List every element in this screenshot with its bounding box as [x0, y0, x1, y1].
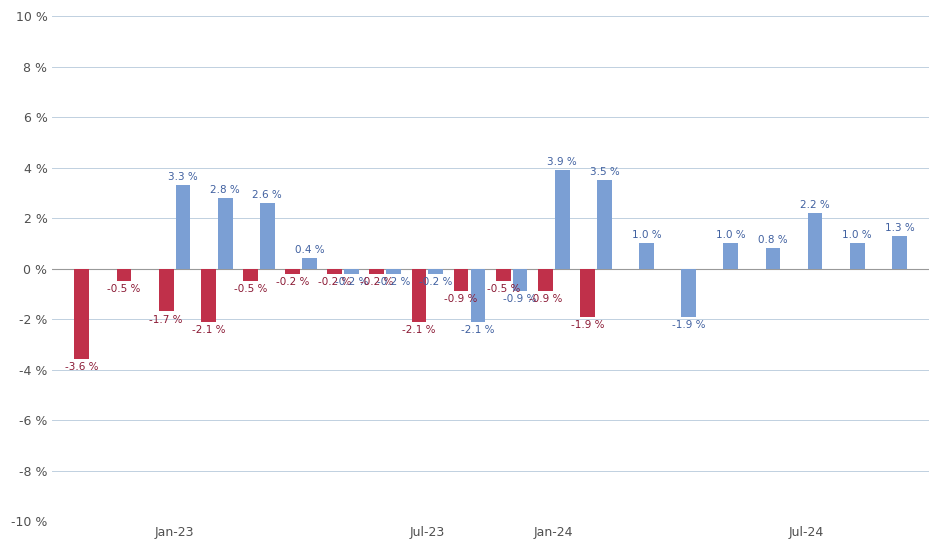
Bar — [807, 213, 822, 268]
Text: 2.8 %: 2.8 % — [211, 185, 240, 195]
Bar — [454, 268, 468, 292]
Bar — [580, 268, 595, 317]
Text: -1.9 %: -1.9 % — [571, 320, 604, 329]
Text: -0.2 %: -0.2 % — [377, 277, 411, 287]
Bar — [538, 268, 553, 292]
Text: -0.2 %: -0.2 % — [360, 277, 394, 287]
Text: -1.7 %: -1.7 % — [149, 315, 183, 324]
Text: -0.5 %: -0.5 % — [234, 284, 267, 294]
Bar — [639, 243, 654, 268]
Text: 1.0 %: 1.0 % — [632, 230, 662, 240]
Text: -0.2 %: -0.2 % — [335, 277, 368, 287]
Text: -0.9 %: -0.9 % — [528, 294, 562, 304]
Text: 1.0 %: 1.0 % — [842, 230, 872, 240]
Bar — [259, 203, 274, 268]
Bar — [159, 268, 174, 311]
Text: 3.9 %: 3.9 % — [547, 157, 577, 167]
Bar — [176, 185, 191, 268]
Text: 0.4 %: 0.4 % — [294, 245, 324, 255]
Bar — [117, 268, 132, 281]
Text: 3.3 %: 3.3 % — [168, 172, 197, 182]
Bar — [496, 268, 510, 281]
Bar — [369, 268, 384, 273]
Bar — [74, 268, 89, 360]
Bar — [429, 268, 443, 273]
Bar — [724, 243, 738, 268]
Bar — [243, 268, 258, 281]
Text: -0.2 %: -0.2 % — [275, 277, 309, 287]
Bar — [218, 198, 232, 268]
Text: -0.9 %: -0.9 % — [504, 294, 537, 304]
Text: -1.9 %: -1.9 % — [672, 320, 705, 329]
Text: 1.3 %: 1.3 % — [885, 223, 915, 233]
Bar — [285, 268, 300, 273]
Text: 1.0 %: 1.0 % — [716, 230, 745, 240]
Text: -0.2 %: -0.2 % — [318, 277, 352, 287]
Bar — [850, 243, 865, 268]
Bar — [682, 268, 696, 317]
Bar — [512, 268, 527, 292]
Bar — [892, 236, 907, 268]
Bar — [597, 180, 612, 268]
Text: -2.1 %: -2.1 % — [192, 324, 225, 334]
Bar — [765, 249, 780, 268]
Bar — [386, 268, 401, 273]
Text: 3.5 %: 3.5 % — [589, 167, 619, 177]
Text: 0.8 %: 0.8 % — [759, 235, 788, 245]
Text: -0.9 %: -0.9 % — [445, 294, 478, 304]
Text: -2.1 %: -2.1 % — [402, 324, 436, 334]
Bar — [555, 170, 570, 268]
Text: 2.6 %: 2.6 % — [253, 190, 282, 200]
Bar — [201, 268, 215, 322]
Text: 2.2 %: 2.2 % — [800, 200, 830, 210]
Bar — [302, 258, 317, 268]
Text: -0.2 %: -0.2 % — [419, 277, 452, 287]
Bar — [344, 268, 359, 273]
Text: -0.5 %: -0.5 % — [107, 284, 141, 294]
Bar — [412, 268, 427, 322]
Bar — [471, 268, 485, 322]
Text: -0.5 %: -0.5 % — [487, 284, 520, 294]
Text: -2.1 %: -2.1 % — [462, 324, 494, 334]
Bar — [327, 268, 342, 273]
Text: -3.6 %: -3.6 % — [65, 362, 99, 372]
